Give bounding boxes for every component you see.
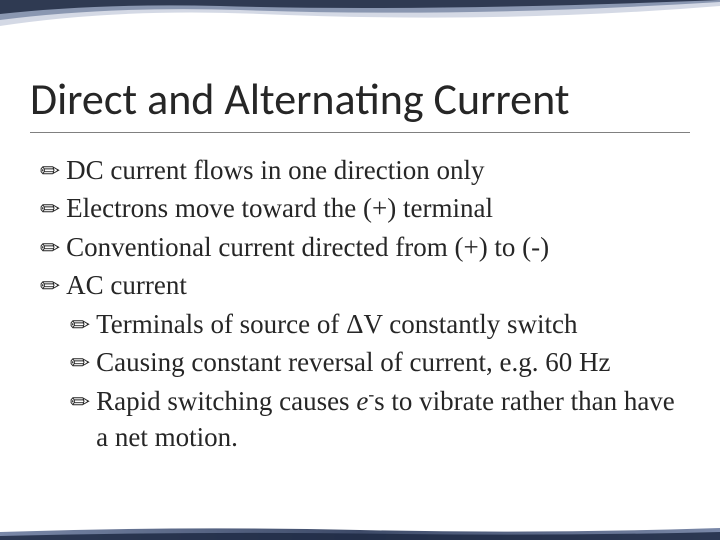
bullet-item: ✏ DC current flows in one direction only	[40, 152, 680, 188]
bullet-marker-icon: ✏	[70, 346, 90, 382]
bottom-accent-band	[0, 526, 720, 540]
bullet-text: Causing constant reversal of current, e.…	[96, 344, 680, 380]
top-accent-swoop	[0, 0, 720, 34]
bullet-item-sub: ✏ Rapid switching causes e-s to vibrate …	[70, 383, 680, 456]
bullet-marker-icon: ✏	[40, 154, 60, 190]
bullet-text: Electrons move toward the (+) terminal	[66, 190, 680, 226]
bullet-text-pre: Rapid switching causes	[96, 386, 356, 416]
bullet-text: Rapid switching causes e-s to vibrate ra…	[96, 383, 680, 456]
slide-title: Direct and Alternating Current	[30, 72, 570, 126]
bullet-item: ✏ Conventional current directed from (+)…	[40, 229, 680, 265]
bullet-text: AC current	[66, 267, 680, 303]
bullet-item-sub: ✏ Causing constant reversal of current, …	[70, 344, 680, 380]
bullet-item: ✏ AC current	[40, 267, 680, 303]
content-area: ✏ DC current flows in one direction only…	[40, 152, 680, 458]
bullet-marker-icon: ✏	[40, 269, 60, 305]
bullet-item: ✏ Electrons move toward the (+) terminal	[40, 190, 680, 226]
title-underline	[30, 132, 690, 133]
bullet-text: Conventional current directed from (+) t…	[66, 229, 680, 265]
bullet-marker-icon: ✏	[70, 385, 90, 421]
slide: Direct and Alternating Current ✏ DC curr…	[0, 0, 720, 540]
bullet-text: Terminals of source of ΔV constantly swi…	[96, 306, 680, 342]
bullet-marker-icon: ✏	[40, 192, 60, 228]
bullet-text-e: e	[356, 386, 368, 416]
bullet-item-sub: ✏ Terminals of source of ΔV constantly s…	[70, 306, 680, 342]
bullet-marker-icon: ✏	[40, 231, 60, 267]
bullet-text: DC current flows in one direction only	[66, 152, 680, 188]
bullet-marker-icon: ✏	[70, 308, 90, 344]
